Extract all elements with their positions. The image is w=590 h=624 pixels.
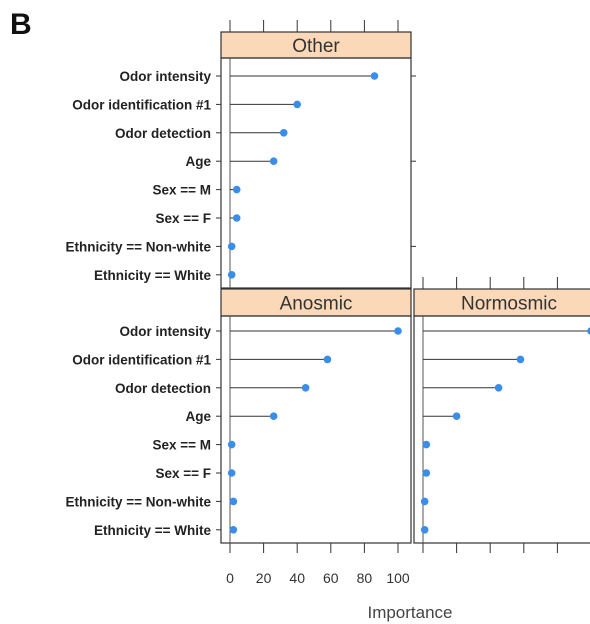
data-point	[229, 497, 238, 506]
lollipop-mark	[420, 526, 429, 534]
lollipop-mark	[227, 271, 236, 279]
data-point	[229, 526, 238, 534]
x-tick-label: 20	[256, 570, 272, 586]
panel-strip-other	[220, 31, 412, 59]
feature-label: Odor intensity	[119, 69, 211, 84]
data-point	[227, 469, 236, 477]
lollipop-mark	[230, 157, 278, 165]
data-point	[227, 271, 236, 279]
lollipop-mark	[230, 384, 310, 392]
feature-label: Sex == F	[155, 466, 211, 481]
data-point	[232, 185, 241, 194]
feature-label: Sex == M	[152, 183, 211, 198]
lollipop-mark	[227, 242, 236, 251]
data-point	[269, 157, 278, 165]
lollipop-mark	[422, 440, 431, 449]
panel-frame	[413, 315, 590, 544]
panel-strip-label: Other	[292, 36, 340, 57]
feature-label: Ethnicity == Non-white	[65, 239, 211, 254]
lollipop-mark	[229, 497, 238, 506]
lollipop-mark	[423, 327, 590, 335]
lollipop-mark	[230, 72, 379, 80]
feature-label: Ethnicity == White	[94, 268, 212, 283]
lollipop-mark	[230, 214, 241, 222]
lollipop-mark	[420, 497, 429, 506]
lollipop-mark	[423, 412, 461, 421]
lollipop-mark	[230, 355, 332, 364]
data-point	[269, 412, 278, 421]
lollipop-mark	[422, 469, 431, 477]
data-point	[301, 384, 310, 392]
data-point	[227, 440, 236, 449]
lollipop-mark	[230, 185, 241, 194]
panel-strip-label: Anosmic	[280, 294, 353, 315]
panel-strip-label: Normosmic	[461, 294, 557, 315]
data-point	[420, 497, 429, 506]
panel-frame	[220, 315, 412, 544]
feature-label: Ethnicity == White	[94, 523, 212, 538]
lollipop-mark	[423, 384, 503, 392]
feature-label: Ethnicity == Non-white	[65, 494, 211, 509]
x-tick-label: 60	[323, 570, 339, 586]
lollipop-mark	[230, 412, 278, 421]
lollipop-mark	[230, 327, 402, 335]
panel-strip-anosmic	[220, 288, 412, 317]
data-point	[420, 526, 429, 534]
feature-label: Age	[185, 409, 211, 424]
feature-label: Age	[185, 154, 211, 169]
data-point	[323, 355, 332, 364]
data-point	[394, 327, 402, 335]
panel-frame	[220, 57, 412, 289]
data-point	[422, 440, 431, 449]
data-point	[452, 412, 461, 421]
data-point	[587, 327, 590, 335]
data-point	[279, 129, 288, 137]
data-point	[232, 214, 241, 222]
data-point	[370, 72, 379, 80]
data-point	[227, 242, 236, 251]
feature-label: Sex == M	[152, 438, 211, 453]
feature-label: Odor detection	[115, 126, 211, 141]
panel-strip-normosmic	[413, 288, 590, 317]
feature-label: Odor identification #1	[72, 97, 211, 112]
x-tick-label: 100	[386, 570, 410, 586]
x-axis-title: Importance	[367, 603, 452, 622]
x-tick-label: 0	[226, 570, 234, 586]
lollipop-mark	[227, 469, 236, 477]
lollipop-mark	[230, 100, 302, 109]
feature-label: Odor detection	[115, 381, 211, 396]
feature-label: Odor intensity	[119, 324, 211, 339]
lollipop-mark	[227, 440, 236, 449]
feature-label: Odor identification #1	[72, 352, 211, 367]
data-point	[494, 384, 503, 392]
x-tick-label: 40	[289, 570, 305, 586]
feature-label: Sex == F	[155, 211, 211, 226]
data-point	[422, 469, 431, 477]
x-tick-label: 80	[357, 570, 373, 586]
lollipop-mark	[423, 355, 525, 364]
data-point	[516, 355, 525, 364]
data-point	[293, 100, 302, 109]
lollipop-mark	[229, 526, 238, 534]
panel-label: B	[10, 8, 32, 41]
lollipop-mark	[230, 129, 288, 137]
